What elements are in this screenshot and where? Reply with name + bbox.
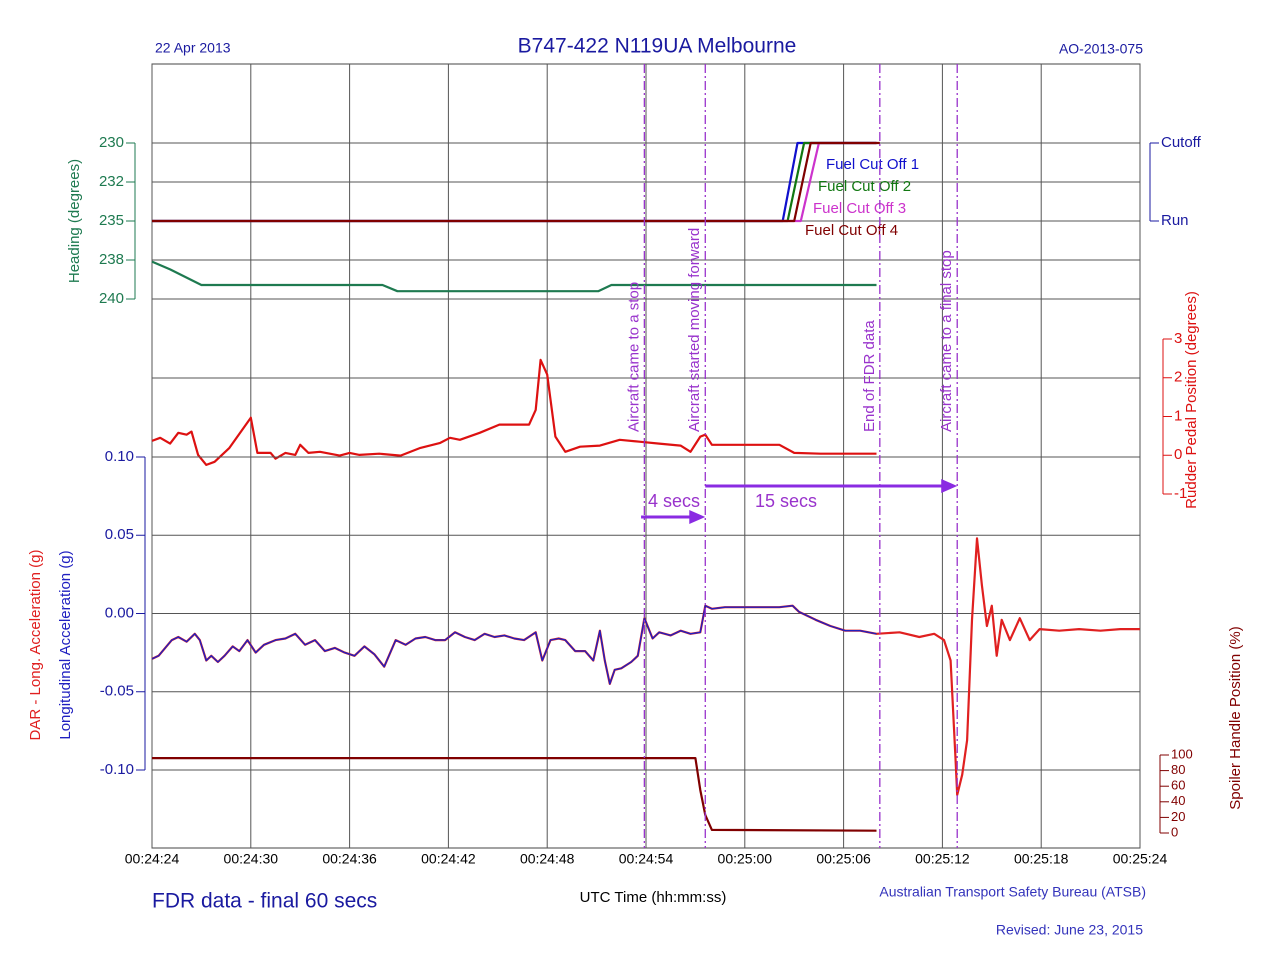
y-tick-label: Run bbox=[1161, 212, 1189, 229]
date: 22 Apr 2013 bbox=[155, 40, 231, 56]
x-tick-label: 00:24:48 bbox=[520, 851, 575, 867]
duration-label: 4 secs bbox=[648, 491, 700, 511]
y-tick-label: 2 bbox=[1174, 369, 1182, 386]
y-tick-label: 60 bbox=[1171, 778, 1185, 793]
x-tick-label: 00:25:00 bbox=[718, 851, 773, 867]
report-id: AO-2013-075 bbox=[1059, 41, 1143, 57]
x-tick-label: 00:24:42 bbox=[421, 851, 476, 867]
legend-label: Fuel Cut Off 1 bbox=[826, 156, 919, 173]
y-tick-label: -1 bbox=[1174, 485, 1187, 502]
y-tick-label: 100 bbox=[1171, 746, 1193, 761]
y-tick-label: 0 bbox=[1171, 824, 1178, 839]
y-tick-label: 240 bbox=[99, 290, 124, 307]
event-label: Aircraft started moving forward bbox=[686, 228, 703, 432]
y-tick-label: 3 bbox=[1174, 330, 1182, 347]
event-label: Aircraft came to a stop bbox=[625, 282, 642, 432]
x-tick-label: 00:25:24 bbox=[1113, 851, 1168, 867]
x-tick-label: 00:24:30 bbox=[224, 851, 279, 867]
x-tick-label: 00:24:36 bbox=[322, 851, 377, 867]
y-tick-label: 235 bbox=[99, 212, 124, 229]
y-tick-label: 230 bbox=[99, 134, 124, 151]
revised: Revised: June 23, 2015 bbox=[996, 922, 1143, 938]
y-tick-label: 0.10 bbox=[105, 448, 134, 465]
y-tick-label: -0.10 bbox=[100, 761, 134, 778]
data-line bbox=[151, 605, 877, 685]
y-tick-label: -0.05 bbox=[100, 683, 134, 700]
arrow-head bbox=[941, 479, 958, 493]
y-tick-label: 0.05 bbox=[105, 526, 134, 543]
axis-label: Longitudinal Acceleration (g) bbox=[57, 550, 74, 739]
y-tick-label: 80 bbox=[1171, 762, 1185, 777]
source: Australian Transport Safety Bureau (ATSB… bbox=[879, 884, 1146, 900]
arrow-head bbox=[689, 510, 706, 524]
data-line bbox=[152, 757, 877, 832]
event-label: End of FDR data bbox=[861, 320, 878, 432]
data-line bbox=[151, 358, 877, 466]
x-tick-label: 00:25:12 bbox=[915, 851, 970, 867]
y-tick-label: 0.00 bbox=[105, 604, 134, 621]
legend-label: Fuel Cut Off 3 bbox=[813, 200, 906, 217]
y-tick-label: 238 bbox=[99, 251, 124, 268]
legend-label: Fuel Cut Off 2 bbox=[818, 178, 911, 195]
y-tick-label: Cutoff bbox=[1161, 134, 1202, 151]
x-tick-label: 00:24:24 bbox=[125, 851, 180, 867]
axis-label: Heading (degrees) bbox=[66, 159, 83, 283]
y-tick-label: 40 bbox=[1171, 793, 1185, 808]
x-axis-label: UTC Time (hh:mm:ss) bbox=[580, 889, 727, 906]
axis-label: DAR - Long. Acceleration (g) bbox=[27, 550, 44, 741]
data-line bbox=[151, 260, 877, 293]
axis-label: Spoiler Handle Position (%) bbox=[1227, 626, 1244, 809]
data-line bbox=[152, 141, 880, 223]
y-tick-label: 20 bbox=[1171, 809, 1185, 824]
x-tick-label: 00:25:18 bbox=[1014, 851, 1069, 867]
x-tick-label: 00:25:06 bbox=[816, 851, 871, 867]
y-tick-label: 0 bbox=[1174, 446, 1182, 463]
y-tick-label: 1 bbox=[1174, 407, 1182, 424]
event-label: Aircraft came to a final stop bbox=[938, 250, 955, 432]
x-tick-label: 00:24:54 bbox=[619, 851, 674, 867]
duration-label: 15 secs bbox=[755, 491, 817, 511]
chart-title: B747-422 N119UA Melbourne bbox=[518, 35, 797, 58]
legend-label: Fuel Cut Off 4 bbox=[805, 222, 898, 239]
y-tick-label: 232 bbox=[99, 173, 124, 190]
axis-label: Rudder Pedal Position (degrees) bbox=[1183, 291, 1200, 509]
subtitle: FDR data - final 60 secs bbox=[152, 890, 377, 913]
